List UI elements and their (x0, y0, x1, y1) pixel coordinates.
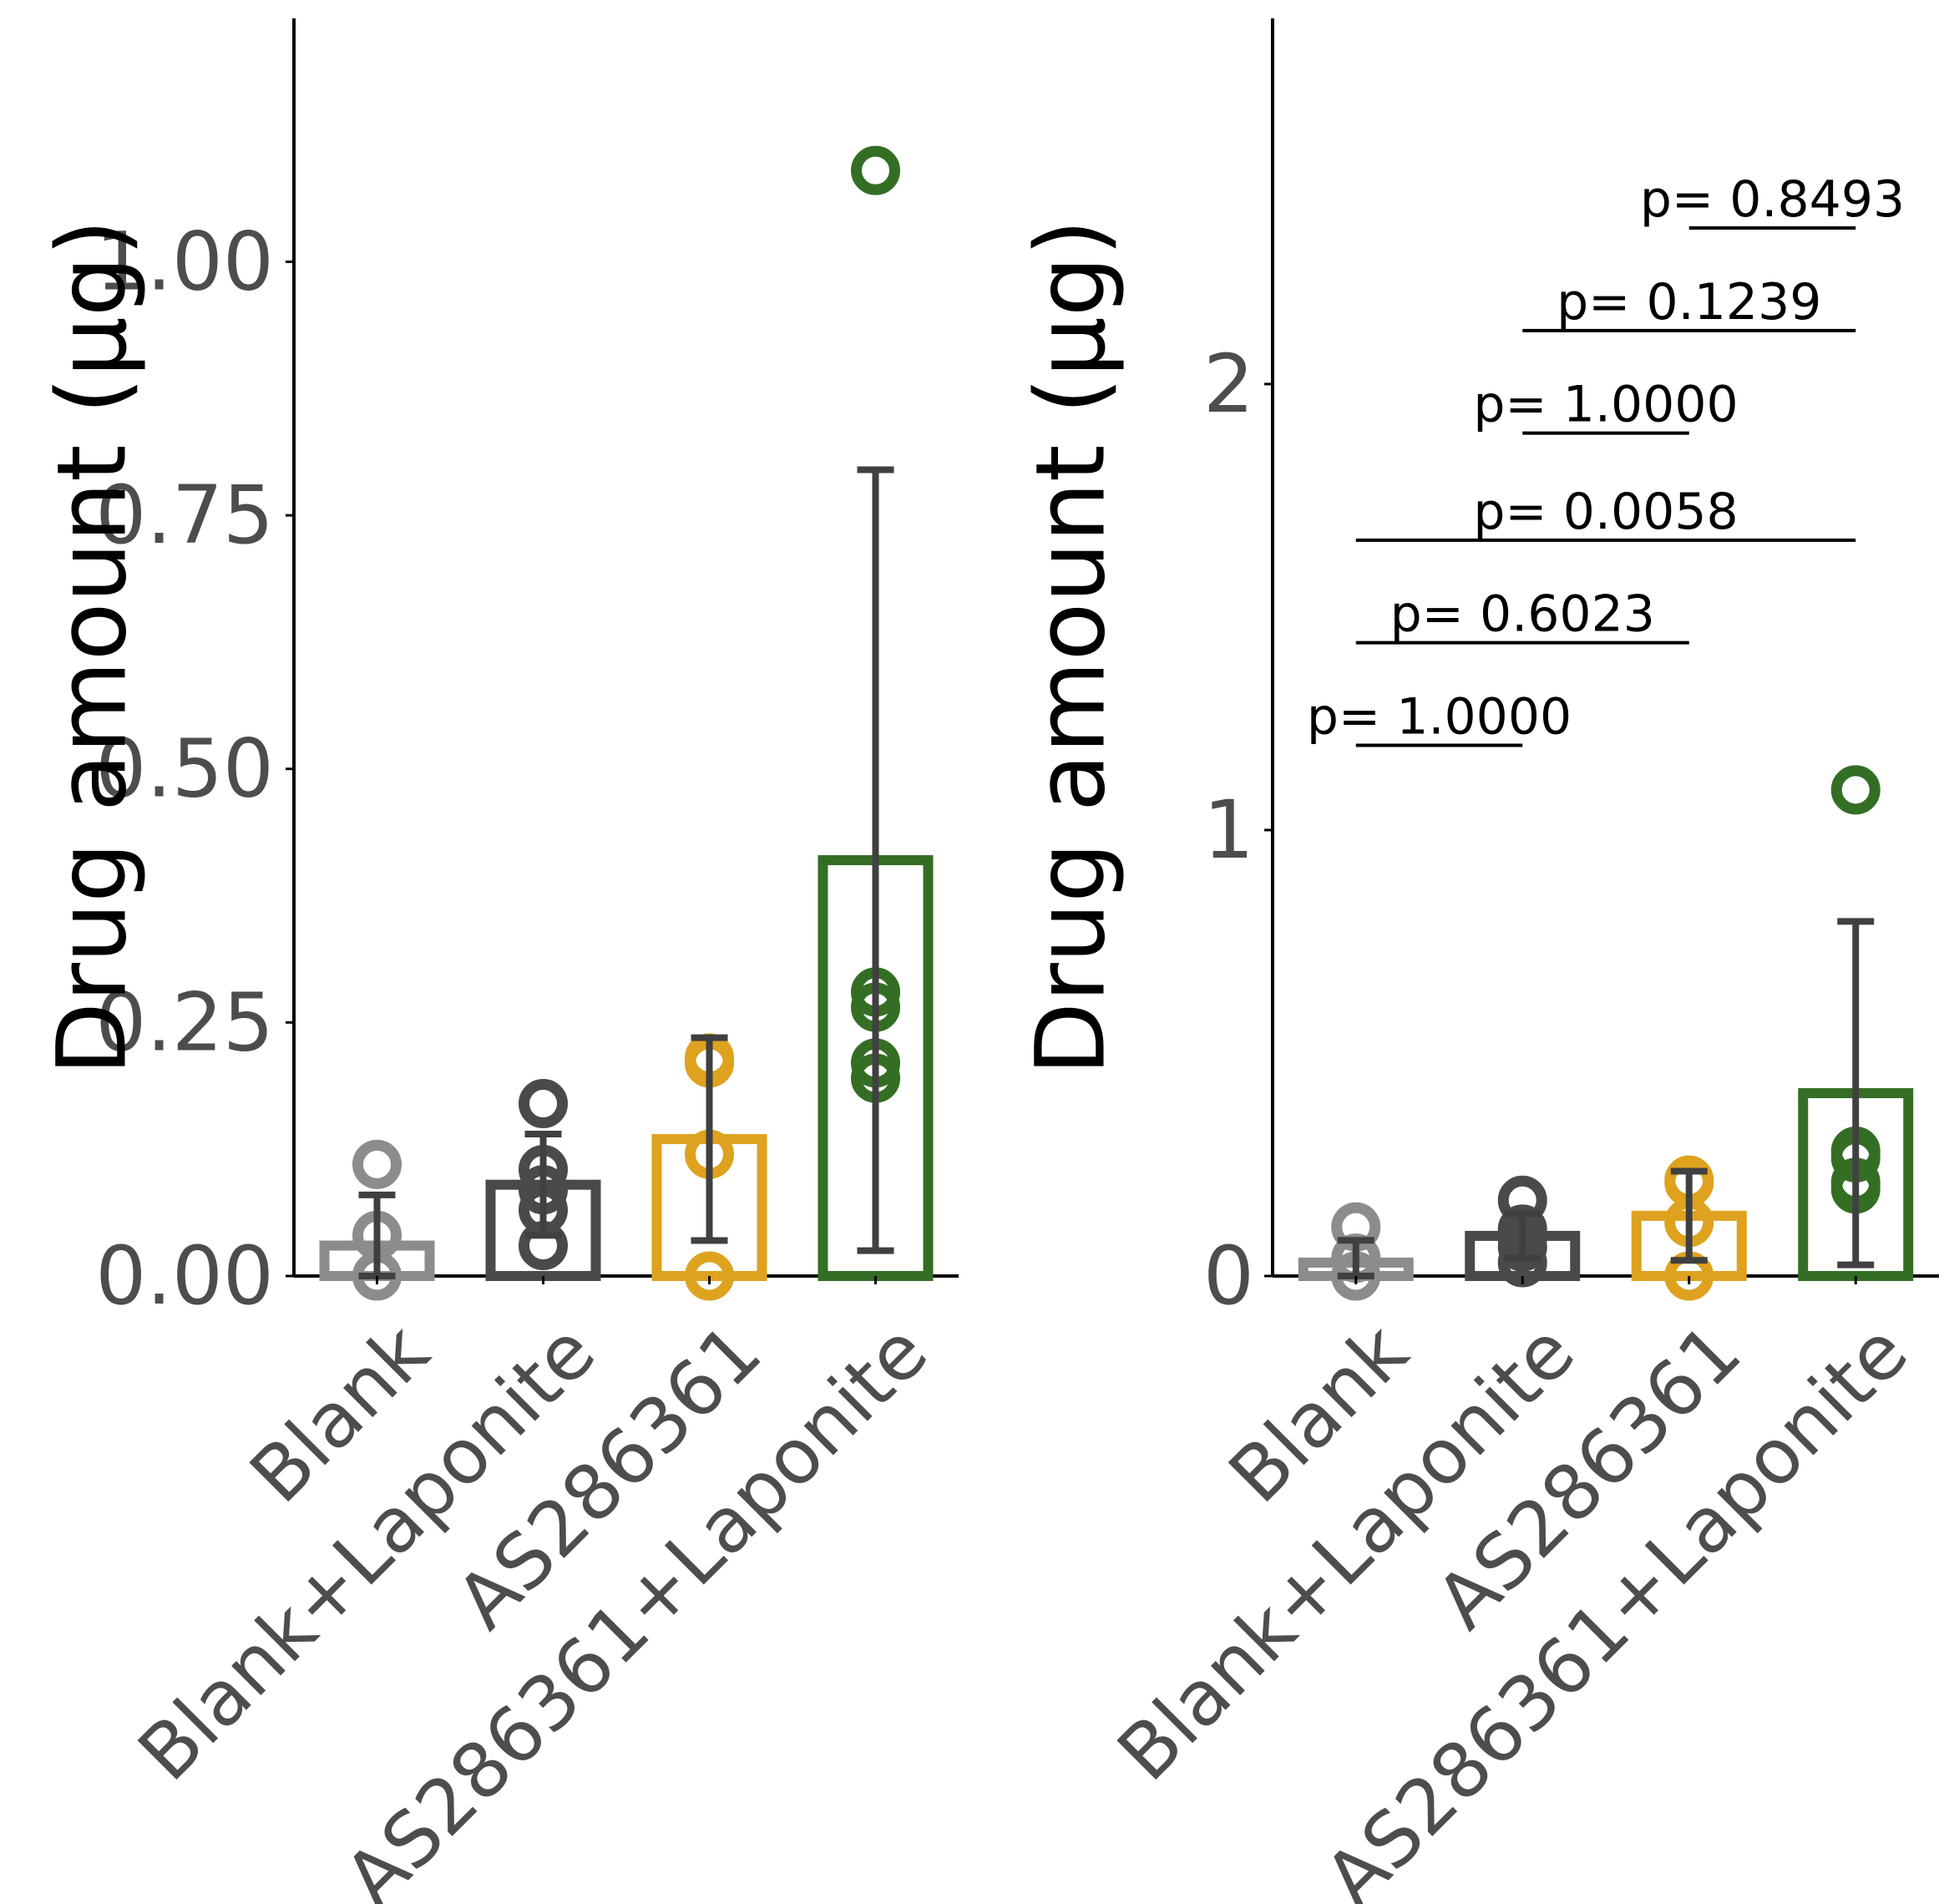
significance-label: p= 0.0058 (1473, 483, 1738, 541)
data-point (685, 1251, 734, 1301)
y-tick-label: 1 (1203, 783, 1254, 877)
data-point (851, 145, 900, 195)
y-tick-label: 2 (1203, 337, 1254, 431)
significance-label: p= 1.0000 (1473, 376, 1738, 434)
y-tick-label: 0 (1203, 1229, 1254, 1323)
significance-label: p= 0.8493 (1640, 170, 1905, 229)
significance-label: p= 1.0000 (1307, 687, 1572, 746)
y-tick-label: 0.25 (95, 975, 274, 1069)
y-tick-label: 1.00 (95, 215, 274, 308)
data-point (352, 1139, 402, 1189)
y-axis-label: Drug amount (µg) (1015, 219, 1126, 1075)
data-point (1830, 765, 1881, 815)
y-axis-label: Drug amount (µg) (37, 219, 148, 1075)
significance-label: p= 0.1239 (1557, 273, 1821, 332)
significance-label: p= 0.6023 (1390, 585, 1655, 644)
y-tick-label: 0.50 (95, 722, 274, 816)
data-point (519, 1079, 568, 1129)
y-tick-label: 0.00 (95, 1229, 274, 1323)
y-tick-label: 0.75 (95, 468, 274, 562)
